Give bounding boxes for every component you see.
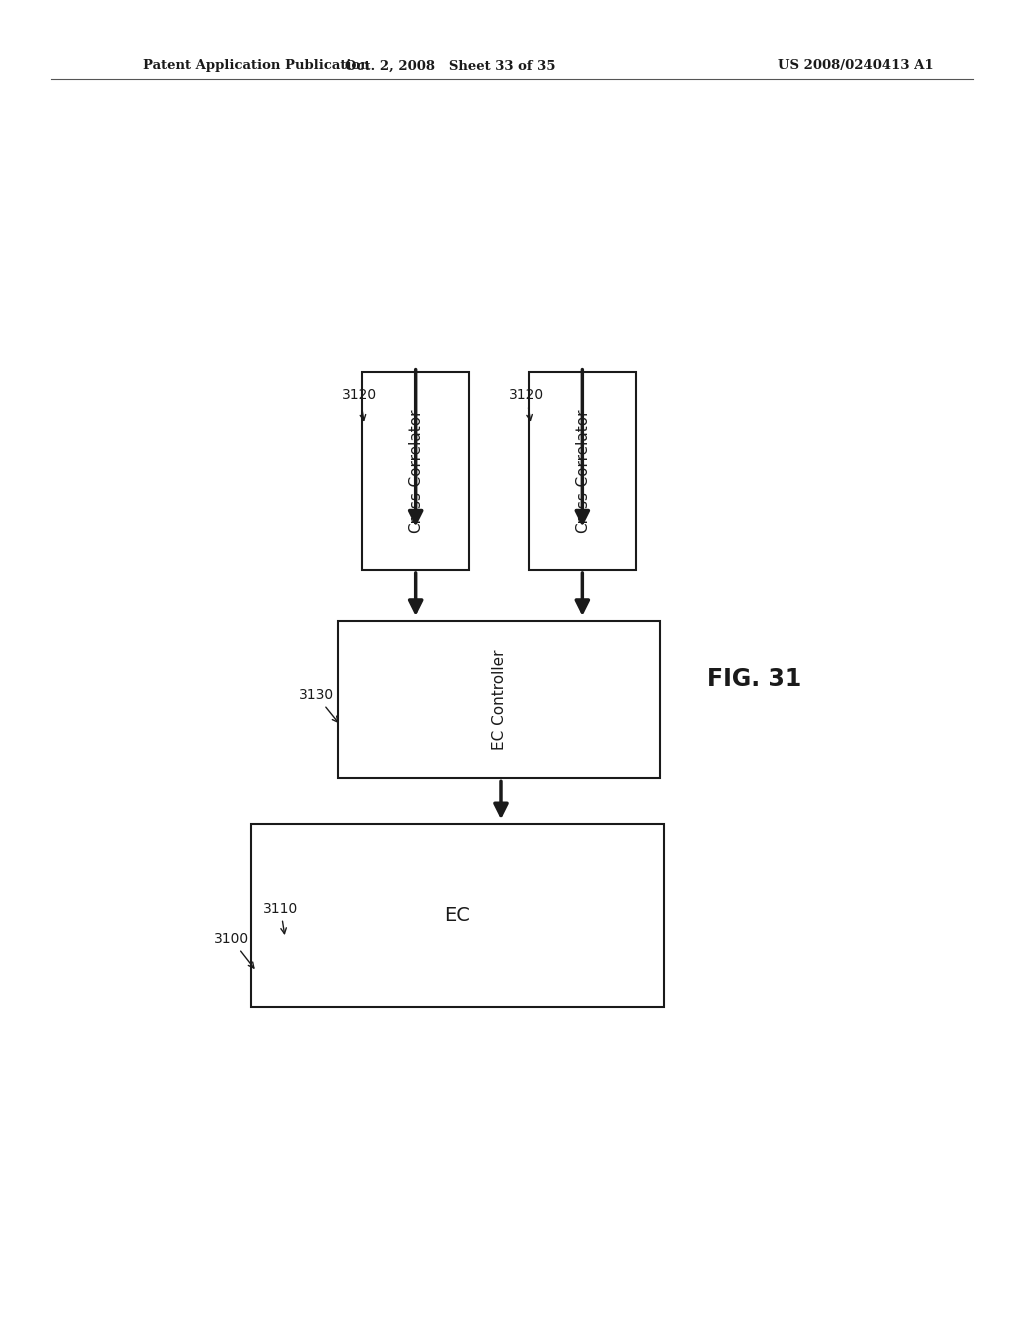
- Text: Patent Application Publication: Patent Application Publication: [143, 59, 370, 73]
- Text: 3130: 3130: [299, 688, 338, 722]
- Text: Oct. 2, 2008   Sheet 33 of 35: Oct. 2, 2008 Sheet 33 of 35: [345, 59, 556, 73]
- Bar: [528, 372, 636, 570]
- Text: EC Controller: EC Controller: [492, 649, 507, 750]
- Text: 3120: 3120: [509, 388, 544, 421]
- Text: Cross-Correlator: Cross-Correlator: [574, 409, 590, 533]
- Text: EC: EC: [444, 906, 470, 925]
- Text: 3120: 3120: [342, 388, 378, 421]
- Text: US 2008/0240413 A1: US 2008/0240413 A1: [778, 59, 934, 73]
- Bar: [362, 372, 469, 570]
- Bar: [338, 620, 659, 779]
- Text: 3100: 3100: [214, 932, 254, 968]
- Text: FIG. 31: FIG. 31: [708, 667, 802, 690]
- Text: 3110: 3110: [263, 902, 298, 933]
- Text: Cross-Correlator: Cross-Correlator: [409, 409, 423, 533]
- Bar: [251, 824, 664, 1007]
